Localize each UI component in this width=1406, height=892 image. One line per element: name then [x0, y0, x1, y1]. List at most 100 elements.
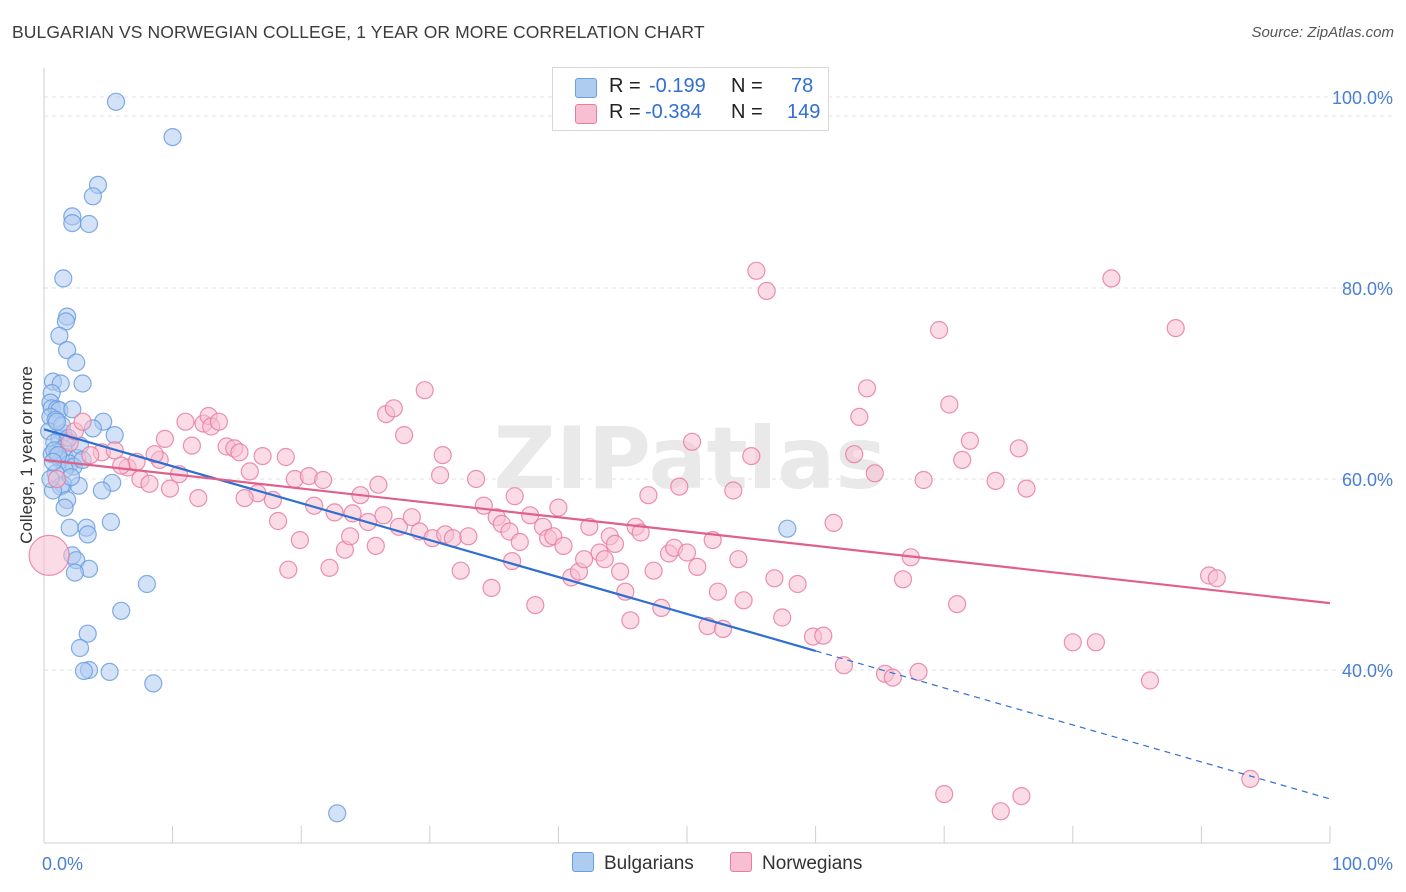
norwegians-point [467, 469, 486, 489]
norwegians-point [724, 481, 743, 500]
norwegians-point [947, 594, 967, 614]
y-tick-label: 40.0% [1342, 661, 1393, 681]
norwegians-point [160, 479, 180, 498]
norwegians-point [554, 536, 573, 556]
norwegians-point [269, 511, 288, 531]
norwegians-point [610, 562, 630, 581]
norwegians-point [549, 498, 568, 517]
y-tick-label: 60.0% [1342, 470, 1393, 490]
correlation-legend: R = -0.199 N = 78 R = -0.384 N = 149 [552, 67, 829, 131]
legend-item-norwegians[interactable]: Norwegians [730, 852, 862, 875]
norwegians-point [415, 381, 434, 400]
norwegians-point [505, 487, 524, 506]
norwegians-point [1009, 439, 1028, 458]
norwegians-point [384, 399, 403, 418]
norwegians-point [682, 432, 702, 451]
norwegians-point [644, 561, 663, 580]
y-tick-label: 80.0% [1342, 279, 1393, 299]
norwegians-trendline [43, 458, 1331, 605]
norwegians-point [893, 570, 913, 589]
norwegians-point [814, 626, 833, 645]
norwegians-swatch [575, 104, 597, 124]
norwegians-point [845, 445, 864, 464]
r-value: -0.199 [649, 75, 706, 97]
norwegians-point [935, 784, 954, 804]
norwegians-point [986, 471, 1005, 490]
bulgarians-point [778, 519, 797, 538]
norwegians-point [47, 469, 67, 489]
bulgarians-swatch [572, 852, 594, 872]
norwegians-point [574, 550, 594, 569]
bulgarians-point [112, 601, 131, 620]
bulgarians-point [70, 638, 90, 658]
norwegians-point [688, 557, 707, 577]
norwegians-point [510, 532, 529, 552]
norwegians-point [28, 534, 70, 577]
bulgarians-point [50, 326, 69, 345]
norwegians-point [341, 527, 360, 546]
norwegians-point [595, 550, 614, 569]
norwegians-point [788, 574, 807, 594]
bulgarians-point [328, 804, 347, 823]
norwegians-point [366, 536, 385, 556]
norwegians-point [235, 489, 254, 508]
norwegians-point [1207, 569, 1226, 588]
norwegians-point [850, 407, 869, 426]
norwegians-point [1140, 671, 1160, 690]
norwegians-point [914, 470, 933, 490]
norwegians-point [451, 561, 470, 580]
bulgarians-point [65, 563, 85, 582]
r-label: R = [609, 101, 641, 123]
norwegians-point [708, 582, 728, 601]
norwegians-point [482, 578, 501, 598]
norwegians-point [742, 447, 761, 466]
norwegians-point [81, 446, 100, 465]
bulgarians-trendline-extension [815, 650, 1331, 800]
norwegians-point [773, 608, 792, 627]
series-legend: Bulgarians Norwegians [0, 852, 1406, 878]
norwegians-point [240, 462, 259, 481]
norwegians-point [145, 445, 164, 464]
norwegians-point [991, 802, 1010, 821]
norwegians-point [677, 543, 697, 562]
norwegians-point [929, 320, 949, 340]
axis-layer: 40.0% 60.0% 80.0% 100.0% 0.0% 100.0% [42, 68, 1393, 874]
bulgarians-point [67, 353, 86, 372]
norwegians-point [209, 412, 228, 431]
norwegians-point [834, 656, 854, 675]
legend-item-bulgarians[interactable]: Bulgarians [572, 852, 694, 875]
norwegians-point [290, 530, 309, 550]
norwegians-point [374, 506, 393, 525]
norwegians-point [431, 466, 450, 485]
bulgarians-point [63, 400, 82, 419]
bulgarians-point [137, 574, 156, 594]
bulgarians-point [54, 269, 73, 288]
norwegians-point [824, 513, 843, 533]
bulgarians-point [92, 481, 112, 500]
norwegians-point [865, 464, 884, 483]
bulgarians-point [106, 92, 126, 111]
x-tick-label: 0.0% [42, 854, 83, 874]
norwegians-point [953, 450, 972, 469]
norwegians-point [140, 474, 159, 493]
bulgarians-point [105, 426, 124, 445]
norwegians-point [857, 379, 877, 398]
norwegians-point [459, 527, 478, 546]
norwegians-point [1017, 479, 1036, 498]
norwegians-point [639, 486, 658, 505]
bulgarians-point [144, 674, 163, 693]
bulgarians-point [163, 128, 182, 147]
bulgarians-point [83, 187, 103, 206]
norwegians-point [253, 447, 272, 466]
trend-layer [43, 428, 1331, 800]
norwegians-point [314, 470, 333, 490]
norwegians-point [526, 595, 545, 615]
watermark: ZIPatlas [494, 409, 887, 509]
n-label: N = [731, 75, 763, 97]
n-value: 149 [787, 101, 821, 123]
bulgarians-point [73, 374, 92, 393]
bulgarians-point [57, 341, 77, 360]
norwegians-point [320, 558, 339, 577]
bulgarians-point [100, 662, 119, 682]
